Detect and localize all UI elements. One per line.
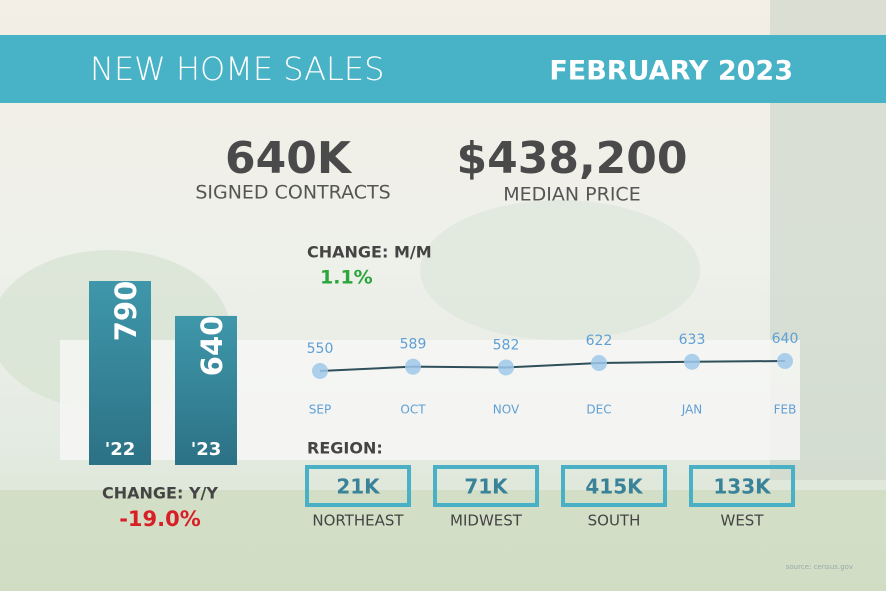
x-tick-label: JAN bbox=[681, 403, 703, 417]
change-label: CHANGE: Y/Y bbox=[102, 484, 218, 503]
tree-shape bbox=[420, 200, 700, 340]
header-title: NEW HOME SALES bbox=[90, 50, 384, 88]
header-band bbox=[0, 35, 886, 103]
stat-value: 640K bbox=[225, 133, 353, 184]
change-value: 1.1% bbox=[320, 267, 373, 289]
region-name: WEST bbox=[721, 512, 765, 530]
line bbox=[319, 360, 786, 372]
point bbox=[405, 358, 421, 375]
change-label: CHANGE: M/M bbox=[307, 243, 432, 262]
point bbox=[498, 359, 514, 376]
point-value-label: 582 bbox=[493, 337, 520, 353]
region-box bbox=[305, 465, 411, 507]
point bbox=[591, 355, 607, 371]
bar-category-label: '23 bbox=[191, 439, 222, 460]
region-value: 133K bbox=[713, 475, 772, 499]
bar-category-label: '22 bbox=[105, 439, 136, 460]
stat-label: MEDIAN PRICE bbox=[503, 184, 640, 206]
point-value-label: 633 bbox=[679, 332, 706, 348]
region-title: REGION: bbox=[307, 439, 383, 458]
region-box bbox=[433, 465, 539, 507]
point bbox=[312, 363, 328, 379]
point bbox=[684, 353, 700, 370]
bar-value-label: 640 bbox=[195, 316, 229, 377]
point-value-label: 550 bbox=[307, 341, 334, 357]
point-value-label: 589 bbox=[400, 337, 427, 353]
x-tick-label: FEB bbox=[774, 403, 797, 417]
x-tick-label: SEP bbox=[309, 403, 331, 417]
x-tick-label: NOV bbox=[493, 403, 520, 417]
region-value: 21K bbox=[336, 475, 381, 499]
header-date: FEBRUARY 2023 bbox=[549, 56, 793, 87]
point bbox=[777, 353, 793, 369]
bar bbox=[175, 315, 237, 465]
region-value: 71K bbox=[464, 475, 509, 499]
stat-value: $438,200 bbox=[456, 133, 687, 184]
x-tick-label: DEC bbox=[586, 403, 611, 417]
point-value-label: 622 bbox=[586, 333, 613, 349]
x-tick-label: OCT bbox=[400, 403, 426, 417]
source: source: census.gov bbox=[786, 563, 853, 571]
region-name: MIDWEST bbox=[450, 512, 523, 530]
point-value-label: 640 bbox=[772, 331, 799, 347]
change-value: -19.0% bbox=[119, 507, 201, 531]
region-box bbox=[689, 465, 795, 507]
region-box bbox=[561, 465, 667, 507]
stat-label: SIGNED CONTRACTS bbox=[195, 182, 390, 204]
bar-value-label: 790 bbox=[109, 281, 143, 342]
region-value: 415K bbox=[585, 475, 644, 499]
bar bbox=[89, 281, 151, 465]
region-name: NORTHEAST bbox=[312, 512, 404, 530]
region-name: SOUTH bbox=[588, 512, 641, 530]
